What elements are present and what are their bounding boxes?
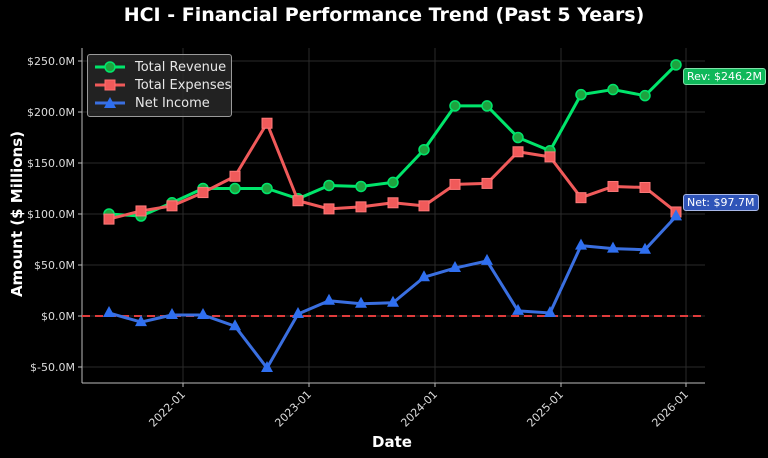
data-point [449,178,461,190]
y-tick-label: $-50.0M [30,361,75,374]
data-point [135,205,147,217]
data-point [229,319,241,331]
data-point [229,182,241,195]
data-point [639,181,651,193]
triangle-marker-icon [95,97,125,108]
data-point [481,100,493,112]
series-line [108,215,678,370]
data-point [575,192,587,204]
data-point [323,293,335,305]
data-point [355,296,367,308]
y-tick-label: $0.0M [41,310,75,323]
data-point [261,182,273,195]
net-income-annotation: Net: $97.7M [683,194,759,211]
data-point [449,261,461,273]
data-point [166,200,178,212]
data-point [418,200,430,212]
data-point [449,100,461,112]
data-point [135,315,147,327]
y-axis-label: Amount ($ Millions) [8,130,26,298]
data-point [544,151,556,163]
y-tick-label: $200.0M [27,106,75,119]
data-point [229,170,241,182]
data-point [512,303,524,315]
y-tick-label: $250.0M [27,55,75,68]
data-point [607,180,619,192]
y-tick-label: $150.0M [27,157,75,170]
data-point [639,242,651,254]
x-axis-label: Date [372,433,412,451]
legend-label: Total Revenue [135,59,227,75]
data-point [261,117,273,129]
data-point [103,305,115,317]
data-point [292,306,304,318]
data-point [387,295,399,307]
data-point [418,270,430,282]
data-point [355,180,367,193]
x-tick-label: 2022-01 [146,388,188,430]
data-point [355,201,367,213]
x-tick-label: 2025-01 [524,388,566,430]
data-point [512,146,524,158]
legend-label: Total Expenses [135,77,232,93]
data-point [166,307,178,319]
data-point [323,179,335,192]
data-point [670,209,682,221]
data-point [481,177,493,189]
legend-item-revenue: Total Revenue [93,58,226,76]
data-point [512,131,524,144]
legend-item-net-income: Net Income [93,94,210,112]
data-point [607,241,619,253]
data-point [575,238,587,250]
data-point [481,253,493,265]
data-point [387,176,399,189]
legend-label: Net Income [135,95,210,111]
chart-title: HCI - Financial Performance Trend (Past … [123,4,645,26]
data-point [323,203,335,215]
data-point [418,143,430,156]
circle-marker-icon [95,61,125,73]
data-point [387,197,399,209]
data-point [197,307,209,319]
data-point [670,59,682,71]
data-point [103,213,115,225]
square-marker-icon [95,79,125,91]
revenue-annotation: Rev: $246.2M [683,68,767,85]
legend-item-expenses: Total Expenses [93,76,231,94]
y-tick-label: $50.0M [34,259,75,272]
data-point [575,88,587,101]
data-point [639,89,651,102]
x-tick-label: 2024-01 [398,388,440,430]
x-tick-label: 2026-01 [649,388,691,430]
data-point [544,305,556,317]
data-point [197,187,209,199]
data-point [261,361,273,373]
y-tick-label: $100.0M [27,208,75,221]
legend: Total Revenue Total Expenses Net Income [87,54,232,117]
data-point [607,83,619,96]
data-point [292,195,304,207]
x-tick-label: 2023-01 [272,388,314,430]
